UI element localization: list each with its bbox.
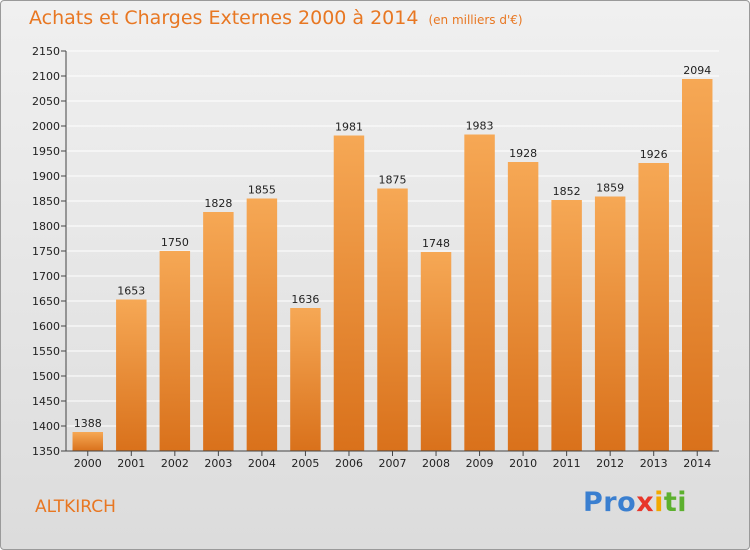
y-tick-label: 2100 bbox=[32, 70, 60, 83]
bar bbox=[377, 188, 408, 451]
bar bbox=[290, 308, 321, 451]
data-label: 1388 bbox=[74, 417, 102, 430]
x-tick-label: 2011 bbox=[553, 457, 581, 470]
data-label: 1859 bbox=[596, 182, 624, 195]
logo-letter: i bbox=[654, 487, 664, 518]
data-label: 1636 bbox=[291, 293, 319, 306]
bar bbox=[159, 251, 191, 451]
x-tick-label: 2004 bbox=[248, 457, 276, 470]
y-tick-label: 2050 bbox=[32, 95, 60, 108]
bar bbox=[681, 79, 713, 451]
logo-letter: i bbox=[677, 487, 688, 518]
x-tick-label: 2003 bbox=[204, 457, 232, 470]
y-tick-label: 1450 bbox=[32, 395, 60, 408]
axes bbox=[61, 50, 719, 456]
data-label: 1828 bbox=[204, 197, 232, 210]
bars bbox=[72, 79, 713, 451]
bar bbox=[246, 198, 278, 451]
x-tick-label: 2000 bbox=[74, 457, 102, 470]
bar bbox=[420, 252, 452, 451]
bar bbox=[116, 299, 147, 451]
y-tick-label: 1650 bbox=[32, 295, 60, 308]
bar bbox=[638, 163, 669, 451]
y-tick-label: 1700 bbox=[32, 270, 60, 283]
data-label: 2094 bbox=[683, 64, 711, 77]
bar bbox=[551, 200, 582, 451]
x-tick-label: 2014 bbox=[683, 457, 711, 470]
data-label: 1875 bbox=[379, 174, 407, 187]
x-tick-label: 2001 bbox=[117, 457, 145, 470]
data-label: 1855 bbox=[248, 184, 276, 197]
data-label: 1926 bbox=[640, 148, 668, 161]
x-tick-label: 2010 bbox=[509, 457, 537, 470]
bar bbox=[333, 135, 365, 451]
proxiti-logo: Proxiti bbox=[583, 487, 687, 518]
y-tick-label: 1550 bbox=[32, 345, 60, 358]
y-tick-label: 1500 bbox=[32, 370, 60, 383]
bar bbox=[507, 162, 539, 451]
logo-letter: t bbox=[663, 487, 678, 518]
x-tick-label: 2013 bbox=[640, 457, 668, 470]
y-tick-label: 2150 bbox=[32, 45, 60, 58]
chart-title-text: Achats et Charges Externes 2000 à 2014 bbox=[29, 7, 419, 29]
y-tick-label: 1400 bbox=[32, 420, 60, 433]
data-label: 1983 bbox=[466, 120, 494, 133]
logo-letter: r bbox=[603, 487, 618, 518]
logo-letter: P bbox=[583, 487, 604, 518]
bar bbox=[464, 134, 495, 451]
y-tick-label: 1900 bbox=[32, 170, 60, 183]
data-label: 1981 bbox=[335, 121, 363, 134]
data-label: 1928 bbox=[509, 147, 537, 160]
data-label: 1750 bbox=[161, 236, 189, 249]
bar bbox=[72, 432, 104, 451]
y-tick-label: 1350 bbox=[32, 445, 60, 458]
y-tick-label: 1750 bbox=[32, 245, 60, 258]
y-tick-label: 1950 bbox=[32, 145, 60, 158]
x-tick-label: 2007 bbox=[379, 457, 407, 470]
x-tick-label: 2012 bbox=[596, 457, 624, 470]
logo-letter: o bbox=[617, 487, 637, 518]
x-tick-label: 2008 bbox=[422, 457, 450, 470]
y-tick-label: 2000 bbox=[32, 120, 60, 133]
logo-letter: x bbox=[636, 487, 655, 518]
y-tick-label: 1800 bbox=[32, 220, 60, 233]
x-tick-label: 2006 bbox=[335, 457, 363, 470]
bar bbox=[594, 196, 626, 451]
y-tick-label: 1850 bbox=[32, 195, 60, 208]
bar bbox=[203, 212, 234, 451]
data-label: 1653 bbox=[117, 285, 145, 298]
y-tick-label: 1600 bbox=[32, 320, 60, 333]
x-tick-label: 2005 bbox=[291, 457, 319, 470]
data-label: 1852 bbox=[553, 185, 581, 198]
location-label: ALTKIRCH bbox=[35, 497, 116, 517]
chart-unit: (en milliers d'€) bbox=[428, 13, 523, 27]
data-label: 1748 bbox=[422, 237, 450, 250]
x-tick-label: 2009 bbox=[466, 457, 494, 470]
labels: 1350 1400 1450 1500 1550 1600 1650 1700 1750 1800… bbox=[32, 45, 711, 470]
x-tick-label: 2002 bbox=[161, 457, 189, 470]
chart-title: Achats et Charges Externes 2000 à 2014 (e… bbox=[29, 7, 523, 29]
